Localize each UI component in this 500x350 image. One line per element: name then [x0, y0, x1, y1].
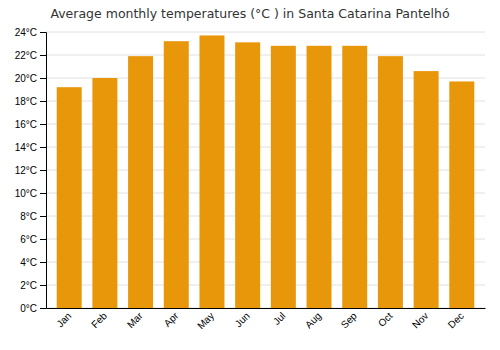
bar: [378, 56, 403, 308]
y-tick: 14°C: [15, 142, 46, 153]
bars: [57, 35, 475, 308]
y-tick-label: 20°C: [15, 73, 37, 84]
bar: [92, 78, 117, 308]
x-tick: Oct: [376, 308, 395, 329]
chart: Average monthly temperatures (°C ) in Sa…: [0, 0, 500, 350]
y-tick: 16°C: [15, 119, 46, 130]
y-tick-label: 4°C: [20, 257, 37, 268]
y-tick: 18°C: [15, 96, 46, 107]
y-tick: 2°C: [20, 280, 46, 291]
x-tick: Jul: [271, 308, 288, 327]
grid: [46, 32, 485, 308]
y-tick-mark: [40, 147, 46, 148]
x-tick-label: Jan: [54, 310, 73, 329]
y-tick-mark: [40, 124, 46, 125]
y-tick-label: 2°C: [20, 280, 37, 291]
bar: [128, 56, 153, 308]
y-tick-label: 24°C: [15, 27, 37, 38]
y-tick-label: 16°C: [15, 119, 37, 130]
bar: [271, 46, 296, 308]
x-tick: Sep: [339, 308, 360, 330]
x-tick-label: Sep: [339, 310, 360, 331]
y-axis: 0°C 2°C 4°C 6°C 8°C 10°C 12°C 14°C 16°C 18°C 20°C 2…: [15, 27, 47, 314]
x-tick-label: Nov: [410, 310, 430, 330]
y-tick-mark: [40, 239, 46, 240]
x-tick-label: Feb: [89, 310, 109, 330]
y-tick-mark: [40, 32, 46, 33]
y-axis-line: [40, 33, 47, 309]
y-tick: 0°C: [20, 303, 46, 314]
x-tick-label: Aug: [303, 310, 323, 330]
y-tick-mark: [40, 78, 46, 79]
x-tick: Dec: [446, 308, 466, 330]
x-tick: Apr: [162, 308, 181, 329]
x-tick: Mar: [125, 308, 145, 330]
y-tick-label: 22°C: [15, 50, 37, 61]
y-tick-mark: [40, 262, 46, 263]
x-tick: Aug: [303, 308, 323, 330]
x-axis-line: [47, 308, 486, 309]
y-tick: 6°C: [20, 234, 46, 245]
y-tick-mark: [40, 308, 46, 309]
y-tick-mark: [40, 285, 46, 286]
bar: [414, 71, 439, 308]
y-tick-label: 14°C: [15, 142, 37, 153]
grid-line: [46, 32, 485, 33]
y-tick: 20°C: [15, 73, 46, 84]
bar: [342, 46, 367, 308]
y-tick-label: 8°C: [20, 211, 37, 222]
x-tick-label: Oct: [376, 310, 395, 329]
y-tick-label: 10°C: [15, 188, 37, 199]
y-tick-mark: [40, 193, 46, 194]
x-axis: Jan Feb Mar Apr May Jun Jul Aug Sep Oct Nov Dec: [47, 308, 486, 331]
bar: [235, 42, 260, 308]
y-tick-mark: [40, 101, 46, 102]
bar: [199, 35, 224, 308]
title: Average monthly temperatures (°C ) in Sa…: [50, 6, 449, 21]
y-tick-label: 6°C: [20, 234, 37, 245]
y-tick-label: 18°C: [15, 96, 37, 107]
grid-line: [46, 55, 485, 56]
y-tick: 4°C: [20, 257, 46, 268]
y-tick: 22°C: [15, 50, 46, 61]
x-tick-label: Mar: [125, 310, 145, 330]
y-tick: 8°C: [20, 211, 46, 222]
bar: [307, 46, 332, 308]
y-tick-mark: [40, 216, 46, 217]
x-tick-label: Dec: [446, 310, 466, 330]
y-tick: 12°C: [15, 165, 46, 176]
x-tick-label: May: [195, 310, 216, 331]
x-tick: May: [195, 308, 216, 331]
y-tick-label: 12°C: [15, 165, 37, 176]
y-tick: 10°C: [15, 188, 46, 199]
x-tick: Nov: [410, 308, 430, 330]
x-tick: Feb: [89, 308, 109, 330]
plot: Jan Feb Mar Apr May Jun Jul Aug Sep Oct Nov Dec 0°C 2…: [15, 27, 486, 332]
x-tick-label: Jul: [271, 310, 288, 327]
x-tick: Jun: [233, 308, 252, 329]
bar: [164, 41, 189, 308]
x-tick: Jan: [54, 308, 73, 329]
bar: [57, 87, 82, 308]
x-tick-label: Jun: [233, 310, 252, 329]
y-tick-mark: [40, 55, 46, 56]
y-tick: 24°C: [15, 27, 46, 38]
x-tick-label: Apr: [162, 310, 181, 329]
bar: [449, 81, 474, 308]
y-tick-label: 0°C: [20, 303, 37, 314]
y-tick-mark: [40, 170, 46, 171]
